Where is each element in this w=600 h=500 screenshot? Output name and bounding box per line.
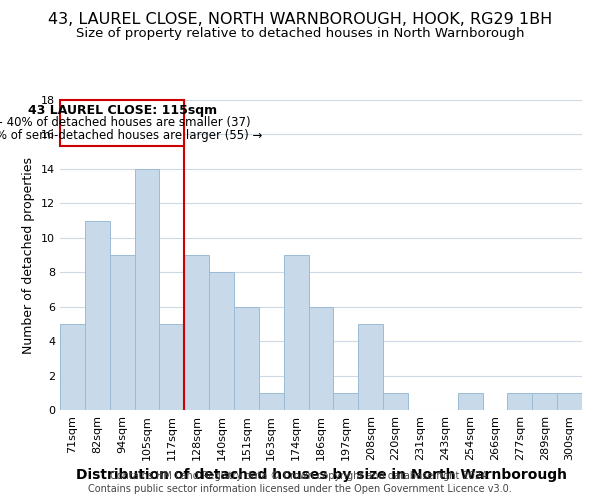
Bar (458, 393, 482, 410)
Text: 60% of semi-detached houses are larger (55) →: 60% of semi-detached houses are larger (… (0, 129, 263, 142)
Bar (134, 169, 160, 410)
Bar (557, 393, 582, 410)
Bar (358, 324, 383, 410)
Bar (383, 393, 408, 410)
Bar (508, 393, 532, 410)
Bar (259, 393, 284, 410)
Text: 43 LAUREL CLOSE: 115sqm: 43 LAUREL CLOSE: 115sqm (28, 104, 217, 117)
Text: 43, LAUREL CLOSE, NORTH WARNBOROUGH, HOOK, RG29 1BH: 43, LAUREL CLOSE, NORTH WARNBOROUGH, HOO… (48, 12, 552, 28)
Bar (334, 393, 358, 410)
Bar (234, 306, 259, 410)
Text: Contains public sector information licensed under the Open Government Licence v3: Contains public sector information licen… (88, 484, 512, 494)
Bar (532, 393, 557, 410)
Bar (209, 272, 234, 410)
Text: ← 40% of detached houses are smaller (37): ← 40% of detached houses are smaller (37… (0, 116, 251, 130)
Bar (160, 324, 184, 410)
Bar (85, 220, 110, 410)
Bar (60, 324, 85, 410)
Bar (284, 255, 308, 410)
Bar (110, 255, 134, 410)
Bar (184, 255, 209, 410)
Text: Size of property relative to detached houses in North Warnborough: Size of property relative to detached ho… (76, 28, 524, 40)
FancyBboxPatch shape (61, 100, 184, 146)
Y-axis label: Number of detached properties: Number of detached properties (22, 156, 35, 354)
X-axis label: Distribution of detached houses by size in North Warnborough: Distribution of detached houses by size … (76, 468, 566, 482)
Bar (308, 306, 334, 410)
Text: Contains HM Land Registry data © Crown copyright and database right 2024.: Contains HM Land Registry data © Crown c… (110, 471, 490, 481)
